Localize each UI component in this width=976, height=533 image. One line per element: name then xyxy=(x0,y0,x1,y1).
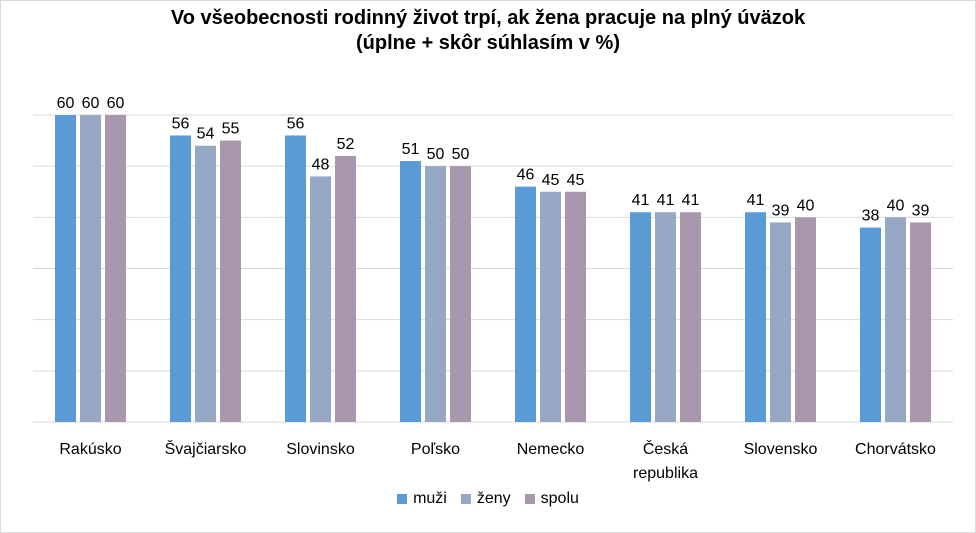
legend-item-spolu: spolu xyxy=(524,490,579,508)
legend-label: spolu xyxy=(540,490,579,507)
data-label: 56 xyxy=(172,115,190,132)
category-label: Chorvátsko xyxy=(855,441,936,458)
chart-legend: muži ženy spolu xyxy=(0,490,976,508)
bar-spolu-1 xyxy=(105,115,126,422)
chart-title-line-2: (úplne + skôr súhlasím v %) xyxy=(356,32,620,54)
category-label: Slovensko xyxy=(744,441,818,458)
data-label: 45 xyxy=(542,172,560,189)
legend-label: ženy xyxy=(476,490,511,507)
data-label: 55 xyxy=(222,121,240,138)
data-label: 40 xyxy=(797,197,815,214)
data-label: 51 xyxy=(402,141,420,158)
bar-muži-6 xyxy=(630,212,651,422)
data-label: 60 xyxy=(107,95,125,112)
bar-muži-7 xyxy=(745,212,766,422)
data-label: 41 xyxy=(657,192,675,209)
bar-spolu-7 xyxy=(795,217,816,422)
bar-spolu-5 xyxy=(565,191,586,422)
data-label: 48 xyxy=(312,156,330,173)
data-label: 38 xyxy=(862,208,880,225)
category-label: Poľsko xyxy=(411,441,460,458)
category-label: Nemecko xyxy=(517,441,585,458)
data-label: 41 xyxy=(747,192,765,209)
category-label: republika xyxy=(633,465,698,482)
bar-spolu-3 xyxy=(335,155,356,422)
bar-muži-5 xyxy=(515,186,536,422)
bar-ženy-3 xyxy=(310,176,331,422)
bar-muži-2 xyxy=(170,135,191,422)
legend-swatch xyxy=(524,494,535,504)
bar-ženy-1 xyxy=(80,115,101,422)
data-label: 60 xyxy=(57,95,75,112)
data-label: 56 xyxy=(287,115,305,132)
category-label: Slovinsko xyxy=(286,441,355,458)
category-label: Rakúsko xyxy=(59,441,121,458)
data-label: 54 xyxy=(197,126,215,143)
data-label: 52 xyxy=(337,136,355,153)
bar-ženy-2 xyxy=(195,145,216,422)
bar-ženy-7 xyxy=(770,222,791,422)
data-label: 41 xyxy=(632,192,650,209)
category-label: Švajčiarsko xyxy=(165,439,247,458)
data-label: 45 xyxy=(567,172,585,189)
data-label: 46 xyxy=(517,167,535,184)
chart-title: Vo všeobecnosti rodinný život trpí, ak ž… xyxy=(0,6,976,56)
legend-label: muži xyxy=(413,490,447,507)
bar-muži-8 xyxy=(860,227,881,422)
data-label: 40 xyxy=(887,197,905,214)
bar-ženy-4 xyxy=(425,166,446,422)
data-label: 41 xyxy=(682,192,700,209)
bar-spolu-8 xyxy=(910,222,931,422)
bar-spolu-6 xyxy=(680,212,701,422)
bar-ženy-8 xyxy=(885,217,906,422)
data-label: 39 xyxy=(772,202,790,219)
bar-ženy-6 xyxy=(655,212,676,422)
legend-swatch xyxy=(397,494,408,504)
data-label: 50 xyxy=(452,146,470,163)
bar-ženy-5 xyxy=(540,191,561,422)
bar-muži-3 xyxy=(285,135,306,422)
legend-item-ženy: ženy xyxy=(460,490,511,508)
bar-spolu-4 xyxy=(450,166,471,422)
bar-muži-1 xyxy=(55,115,76,422)
bar-muži-4 xyxy=(400,161,421,423)
chart-title-line-1: Vo všeobecnosti rodinný život trpí, ak ž… xyxy=(170,7,806,29)
legend-item-muži: muži xyxy=(397,490,447,508)
data-label: 50 xyxy=(427,146,445,163)
data-label: 39 xyxy=(912,202,930,219)
bar-spolu-2 xyxy=(220,140,241,423)
data-label: 60 xyxy=(82,95,100,112)
category-label: Česká xyxy=(643,439,688,458)
legend-swatch xyxy=(460,494,471,504)
